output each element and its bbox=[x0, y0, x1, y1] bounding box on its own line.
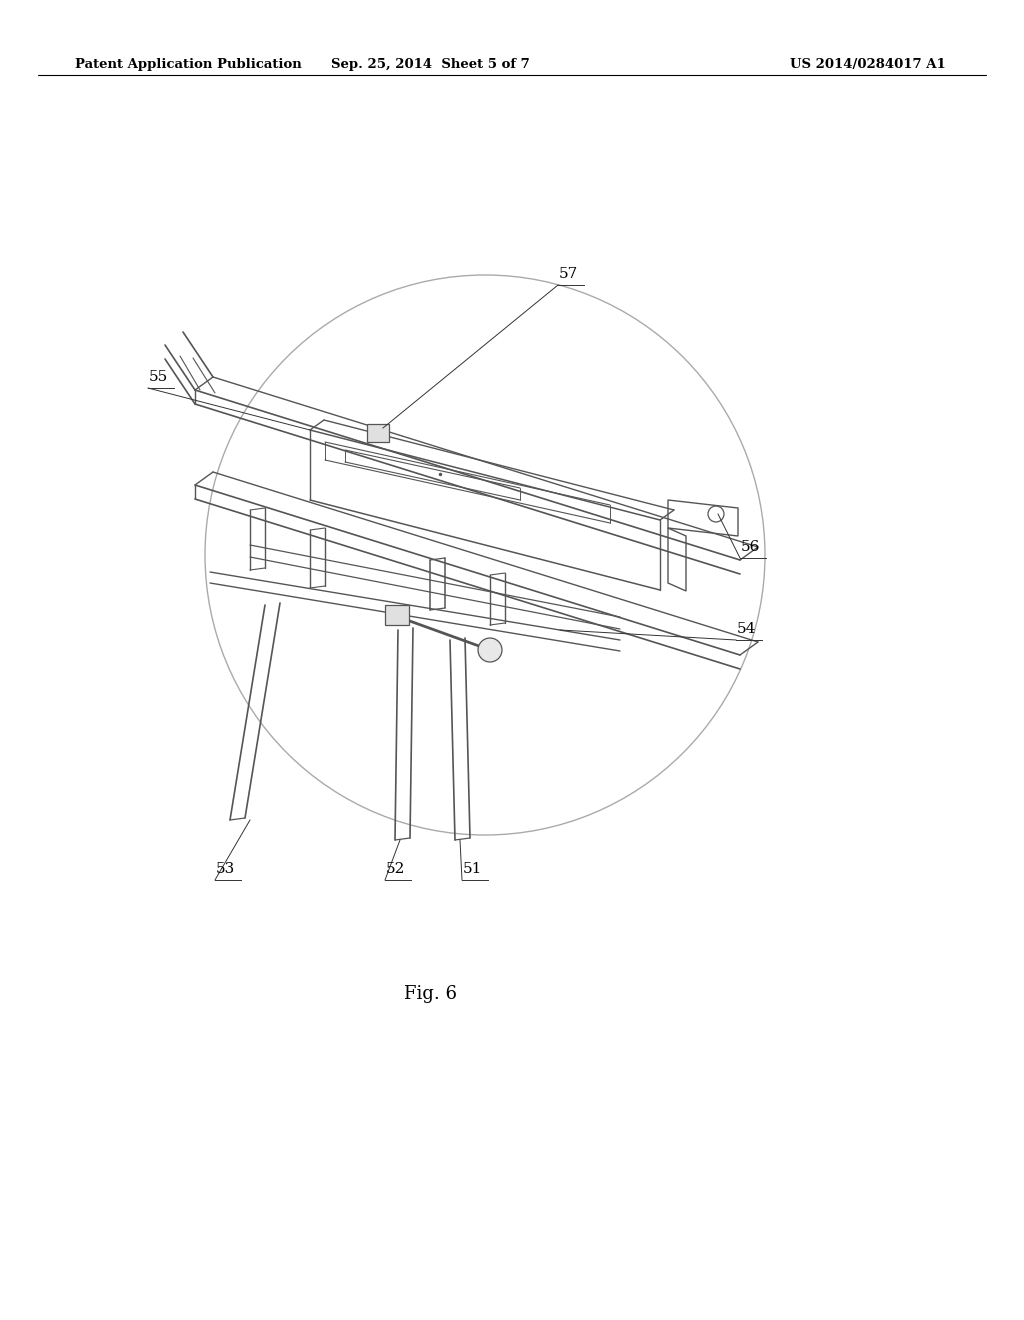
Text: 55: 55 bbox=[150, 370, 168, 384]
Polygon shape bbox=[367, 424, 389, 442]
Text: 57: 57 bbox=[559, 267, 579, 281]
Text: 56: 56 bbox=[741, 540, 761, 554]
Text: 52: 52 bbox=[386, 862, 406, 876]
Polygon shape bbox=[385, 605, 409, 624]
Text: Fig. 6: Fig. 6 bbox=[403, 985, 457, 1003]
Circle shape bbox=[478, 638, 502, 663]
Text: 53: 53 bbox=[216, 862, 236, 876]
Text: Patent Application Publication: Patent Application Publication bbox=[75, 58, 302, 71]
Text: 51: 51 bbox=[463, 862, 482, 876]
Text: 54: 54 bbox=[737, 622, 757, 636]
Text: US 2014/0284017 A1: US 2014/0284017 A1 bbox=[790, 58, 946, 71]
Text: Sep. 25, 2014  Sheet 5 of 7: Sep. 25, 2014 Sheet 5 of 7 bbox=[331, 58, 529, 71]
